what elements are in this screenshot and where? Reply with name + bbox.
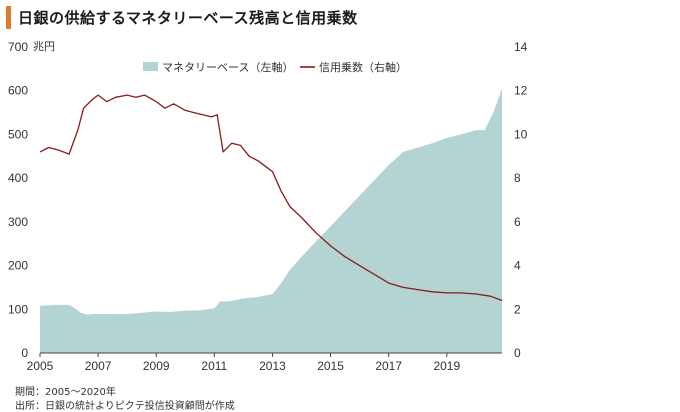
left-tick-label: 500 xyxy=(8,127,28,141)
series-area-monetary-base xyxy=(40,88,502,353)
left-tick-label: 700 xyxy=(8,40,28,54)
right-tick-label: 2 xyxy=(514,302,521,316)
x-tick-label: 2007 xyxy=(85,359,112,373)
legend-swatch-monetary-base xyxy=(143,62,158,71)
x-tick-label: 2019 xyxy=(433,359,460,373)
x-tick-label: 2009 xyxy=(143,359,170,373)
left-tick-label: 0 xyxy=(21,346,28,360)
left-tick-label: 600 xyxy=(8,84,28,98)
left-tick-label: 200 xyxy=(8,259,28,273)
chart-title: 日銀の供給するマネタリーベース残高と信用乗数 xyxy=(18,9,358,27)
x-tick-label: 2015 xyxy=(317,359,344,373)
left-tick-label: 100 xyxy=(8,302,28,316)
right-tick-label: 4 xyxy=(514,259,521,273)
x-tick-label: 2017 xyxy=(375,359,402,373)
left-tick-label: 400 xyxy=(8,171,28,185)
x-tick-label: 2005 xyxy=(27,359,54,373)
series-line-credit-multiplier xyxy=(39,94,503,302)
x-tick-label: 2013 xyxy=(259,359,286,373)
x-tick-label: 2011 xyxy=(201,359,227,373)
legend-label-credit-multiplier: 信用乗数（右軸） xyxy=(319,60,407,74)
left-axis-unit: 兆円 xyxy=(33,40,55,53)
title-accent-bar xyxy=(6,6,11,29)
right-tick-label: 10 xyxy=(514,127,528,141)
right-tick-label: 14 xyxy=(514,40,528,54)
left-tick-label: 300 xyxy=(8,215,28,229)
legend-label-monetary-base: マネタリーベース（左軸） xyxy=(162,60,293,74)
footer-source: 出所：日銀の統計よりピクテ投信投資顧問が作成 xyxy=(15,401,235,412)
right-tick-label: 8 xyxy=(514,171,521,185)
right-tick-label: 12 xyxy=(514,84,528,98)
footer-period: 期間：2005～2020年 xyxy=(15,387,116,398)
right-tick-label: 6 xyxy=(514,215,521,229)
right-tick-label: 0 xyxy=(514,346,521,360)
